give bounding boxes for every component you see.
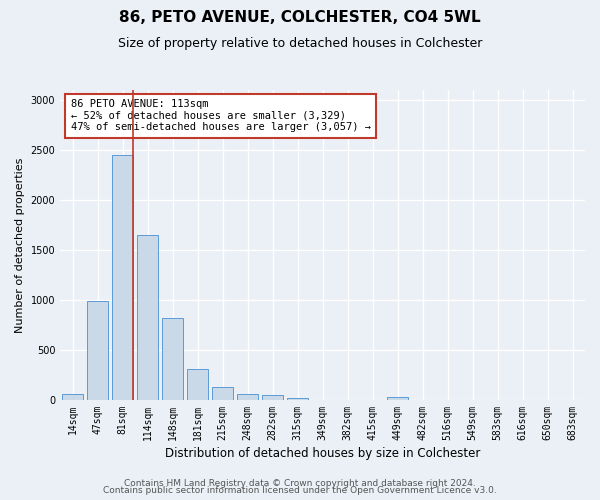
Text: 86 PETO AVENUE: 113sqm
← 52% of detached houses are smaller (3,329)
47% of semi-: 86 PETO AVENUE: 113sqm ← 52% of detached…: [71, 100, 371, 132]
Bar: [187, 369, 208, 400]
Y-axis label: Number of detached properties: Number of detached properties: [15, 158, 25, 332]
Bar: [112, 155, 133, 400]
Bar: [212, 387, 233, 400]
Bar: [387, 397, 408, 400]
Bar: [262, 396, 283, 400]
Text: Contains HM Land Registry data © Crown copyright and database right 2024.: Contains HM Land Registry data © Crown c…: [124, 478, 476, 488]
Bar: [87, 301, 108, 400]
Text: 86, PETO AVENUE, COLCHESTER, CO4 5WL: 86, PETO AVENUE, COLCHESTER, CO4 5WL: [119, 10, 481, 25]
X-axis label: Distribution of detached houses by size in Colchester: Distribution of detached houses by size …: [165, 447, 480, 460]
Text: Size of property relative to detached houses in Colchester: Size of property relative to detached ho…: [118, 38, 482, 51]
Bar: [287, 398, 308, 400]
Bar: [237, 394, 258, 400]
Bar: [62, 394, 83, 400]
Bar: [137, 235, 158, 400]
Text: Contains public sector information licensed under the Open Government Licence v3: Contains public sector information licen…: [103, 486, 497, 495]
Bar: [162, 318, 183, 400]
